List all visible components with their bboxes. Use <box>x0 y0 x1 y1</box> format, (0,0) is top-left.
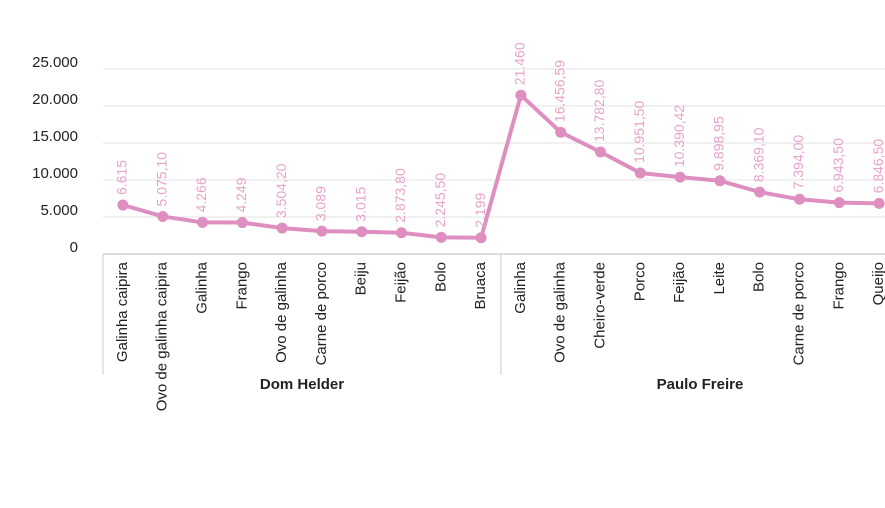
x-tick-label: Galinha <box>512 261 529 313</box>
data-label: 8.369,10 <box>750 127 766 182</box>
x-tick-label: Frango <box>830 262 847 310</box>
x-tick-label: Galinha caipira <box>114 261 131 362</box>
x-tick-label: Ovo de galinha <box>552 261 569 363</box>
data-label: 2.199 <box>472 192 488 227</box>
x-tick-label: Carne de porco <box>790 262 807 365</box>
data-label: 5.075,10 <box>153 152 169 207</box>
line <box>122 93 880 240</box>
x-tick-label: Carne de porco <box>313 262 330 365</box>
data-label: 3.015 <box>352 186 368 221</box>
y-tick-label: 25.000 <box>32 54 78 71</box>
point <box>475 232 487 244</box>
data-label: 2.245,50 <box>432 173 448 228</box>
data-label: 9.898,95 <box>711 116 727 171</box>
x-tick-label: Beiju <box>353 262 370 295</box>
point <box>396 227 407 239</box>
data-label: 3.504,20 <box>273 163 289 218</box>
data-label: 16.456,59 <box>551 60 567 122</box>
data-label: 4.266 <box>193 177 209 212</box>
x-tick-label: Ovo de galinha <box>273 261 290 363</box>
x-tick-label: Bolo <box>432 262 449 292</box>
point <box>674 171 686 183</box>
data-label: 21.460 <box>512 42 528 85</box>
data-label: 10.390,42 <box>671 105 687 167</box>
point <box>754 186 766 198</box>
x-tick-label: Queijo <box>870 262 885 305</box>
point <box>833 197 845 209</box>
point <box>157 210 169 222</box>
x-tick-label: Leite <box>711 262 728 295</box>
point <box>634 167 646 179</box>
point <box>435 231 447 243</box>
data-label: 7.394,00 <box>790 135 806 190</box>
data-label: 2.873,80 <box>392 168 408 223</box>
data-label: 10.951,50 <box>631 100 647 162</box>
y-tick-label: 15.000 <box>32 128 78 145</box>
point <box>117 199 129 211</box>
y-tick-label: 10.000 <box>32 165 78 182</box>
point <box>873 197 885 209</box>
x-tick-label: Feijão <box>671 262 688 303</box>
x-tick-label: Bruaca <box>472 261 489 309</box>
x-tick-label: Porco <box>631 262 648 301</box>
point <box>794 193 805 205</box>
x-tick-label: Frango <box>233 262 250 310</box>
point <box>595 146 606 158</box>
x-tick-label: Galinha <box>193 261 210 313</box>
point <box>316 225 328 237</box>
point <box>236 217 248 229</box>
point <box>276 222 288 234</box>
group-label: Dom Helder <box>260 376 344 393</box>
y-tick-label: 5.000 <box>40 202 78 219</box>
data-label: 4.249 <box>233 177 249 212</box>
x-tick-label: Cheiro-verde <box>591 262 608 349</box>
point <box>555 126 567 138</box>
x-tick-label: Feijão <box>392 262 409 303</box>
y-tick-label: 0 <box>70 239 78 256</box>
data-label: 3.089 <box>313 186 329 221</box>
x-tick-label: Ovo de galinha caipira <box>154 261 171 411</box>
point <box>515 89 527 101</box>
x-tick-label: Bolo <box>751 262 768 292</box>
data-label: 6.943,50 <box>830 138 846 193</box>
point <box>356 226 368 238</box>
data-label: 6.615 <box>114 160 130 195</box>
point <box>197 216 208 228</box>
data-label: 6.846,50 <box>870 139 885 194</box>
y-tick-label: 20.000 <box>32 91 78 108</box>
point <box>714 175 726 187</box>
group-label: Paulo Freire <box>657 376 744 393</box>
data-label: 13.782,80 <box>591 80 607 142</box>
